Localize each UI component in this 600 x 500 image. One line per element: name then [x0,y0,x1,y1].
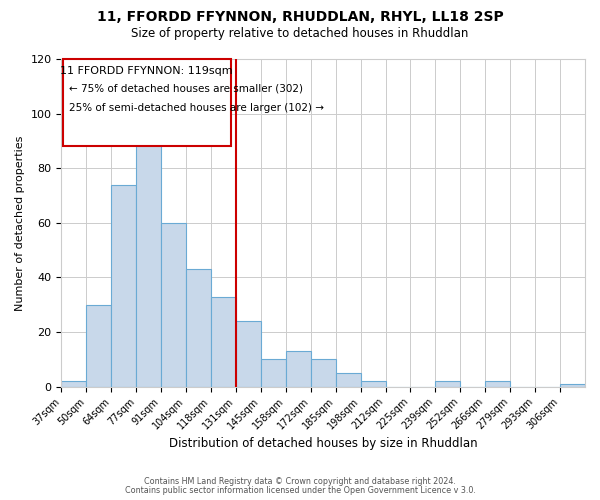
Bar [211,296,236,386]
Bar [286,351,311,386]
Text: ← 75% of detached houses are smaller (302): ← 75% of detached houses are smaller (30… [69,84,303,94]
X-axis label: Distribution of detached houses by size in Rhuddlan: Distribution of detached houses by size … [169,437,478,450]
Bar [361,382,386,386]
Text: Size of property relative to detached houses in Rhuddlan: Size of property relative to detached ho… [131,28,469,40]
Text: Contains public sector information licensed under the Open Government Licence v : Contains public sector information licen… [125,486,475,495]
Bar [335,373,361,386]
Bar [161,223,186,386]
Text: 11, FFORDD FFYNNON, RHUDDLAN, RHYL, LL18 2SP: 11, FFORDD FFYNNON, RHUDDLAN, RHYL, LL18… [97,10,503,24]
Bar [560,384,585,386]
FancyBboxPatch shape [62,59,231,146]
Text: 25% of semi-detached houses are larger (102) →: 25% of semi-detached houses are larger (… [69,102,324,113]
Bar [61,382,86,386]
Bar [311,360,335,386]
Bar [261,360,286,386]
Text: 11 FFORDD FFYNNON: 119sqm: 11 FFORDD FFYNNON: 119sqm [60,66,232,76]
Bar [485,382,510,386]
Bar [136,128,161,386]
Bar [86,305,111,386]
Bar [111,184,136,386]
Text: Contains HM Land Registry data © Crown copyright and database right 2024.: Contains HM Land Registry data © Crown c… [144,477,456,486]
Bar [236,321,261,386]
Bar [186,270,211,386]
Bar [436,382,460,386]
Y-axis label: Number of detached properties: Number of detached properties [15,135,25,310]
